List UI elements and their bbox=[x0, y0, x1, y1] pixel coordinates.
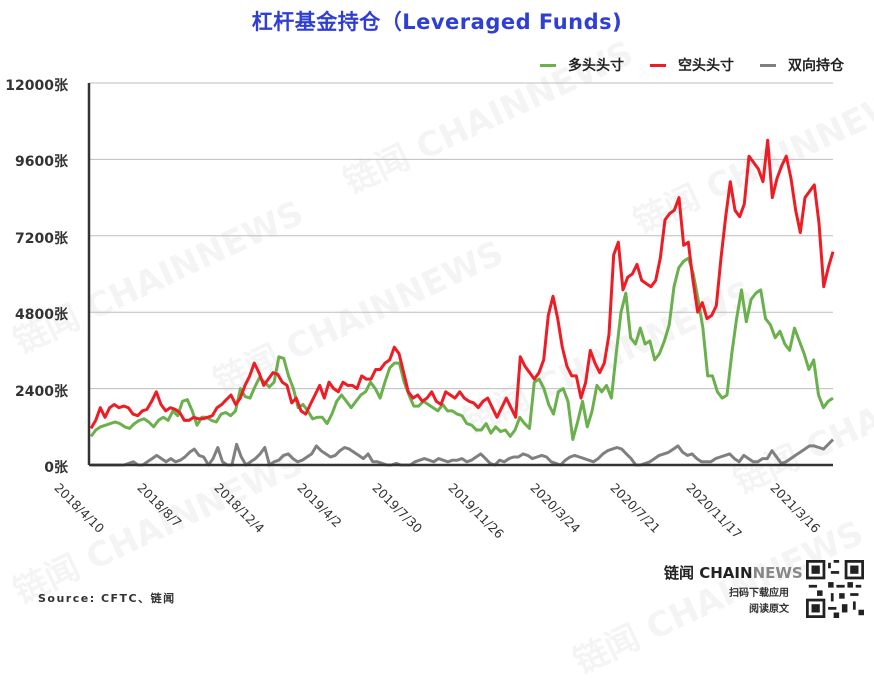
legend: 多头头寸 空头头寸 双向持仓 bbox=[540, 55, 844, 75]
gridlines bbox=[89, 82, 833, 390]
legend-swatch-short-icon bbox=[650, 63, 666, 67]
series-line-short bbox=[89, 138, 835, 430]
legend-swatch-spread-icon bbox=[760, 63, 776, 67]
series-line-long bbox=[89, 256, 834, 441]
y-tick-4800: 4800张 bbox=[15, 307, 68, 323]
legend-label-long: 多头头寸 bbox=[568, 58, 624, 74]
brand-name-cn: 链闻 bbox=[664, 564, 695, 582]
source-note: Source: CFTC、链闻 bbox=[38, 592, 176, 605]
y-tick-12000: 12000张 bbox=[5, 78, 68, 94]
line-chart bbox=[87, 82, 835, 467]
legend-item-long[interactable]: 多头头寸 bbox=[540, 55, 624, 75]
brand-read-text: 阅读原文 bbox=[749, 604, 789, 615]
legend-item-short[interactable]: 空头头寸 bbox=[650, 55, 734, 75]
brand-name-chain: CHAIN bbox=[699, 564, 753, 582]
legend-swatch-long-icon bbox=[540, 63, 556, 67]
qr-code-icon[interactable] bbox=[806, 560, 864, 618]
brand-logo: 链闻 CHAINNEWS bbox=[664, 562, 803, 583]
brand-download-text: 扫码下载应用 bbox=[729, 588, 789, 599]
y-tick-9600: 9600张 bbox=[15, 154, 68, 170]
legend-label-short: 空头头寸 bbox=[678, 58, 734, 74]
legend-label-spread: 双向持仓 bbox=[788, 58, 844, 74]
chart-title: 杠杆基金持仓（Leveraged Funds) bbox=[251, 10, 623, 34]
brand-name-news: NEWS bbox=[752, 564, 803, 582]
legend-item-spread[interactable]: 双向持仓 bbox=[760, 55, 844, 75]
y-tick-2400: 2400张 bbox=[15, 384, 68, 400]
y-tick-7200: 7200张 bbox=[15, 231, 68, 247]
series-line-spread bbox=[91, 438, 835, 467]
y-tick-0: 0张 bbox=[44, 460, 68, 476]
